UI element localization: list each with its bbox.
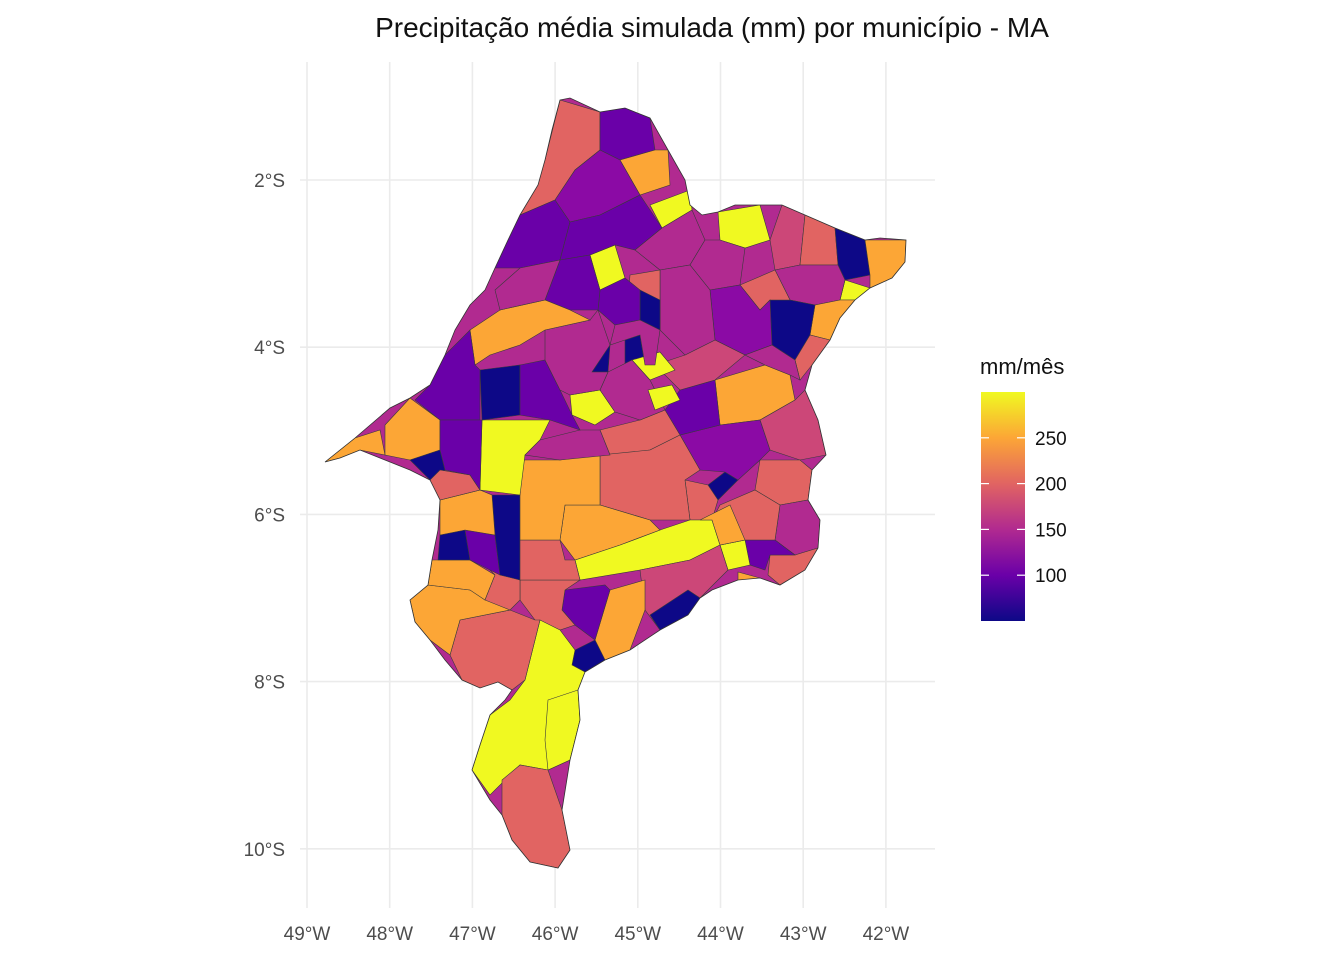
municipality bbox=[544, 689, 581, 771]
legend-tick-label: 250 bbox=[1035, 429, 1067, 450]
municipality bbox=[519, 579, 581, 631]
x-tick-label: 47°W bbox=[449, 924, 496, 945]
x-tick-label: 45°W bbox=[614, 924, 661, 945]
municipality bbox=[599, 359, 666, 421]
municipality bbox=[717, 204, 771, 249]
y-tick-label: 2°S bbox=[254, 171, 285, 192]
x-tick-label: 48°W bbox=[366, 924, 413, 945]
municipality bbox=[439, 419, 483, 491]
municipality bbox=[559, 504, 661, 561]
legend-tick-label: 150 bbox=[1035, 520, 1067, 541]
x-tick-label: 42°W bbox=[863, 924, 910, 945]
legend-colorbar bbox=[981, 392, 1025, 621]
legend-tick-label: 200 bbox=[1035, 475, 1067, 496]
y-tick-label: 4°S bbox=[254, 338, 285, 359]
municipality bbox=[647, 384, 681, 411]
municipality bbox=[679, 419, 771, 481]
municipality bbox=[609, 319, 661, 366]
page-title: Precipitação média simulada (mm) por mun… bbox=[375, 12, 1049, 43]
municipality bbox=[699, 504, 746, 546]
municipality bbox=[494, 259, 561, 311]
municipality bbox=[325, 429, 386, 463]
municipality bbox=[494, 199, 571, 269]
x-axis-tick-labels: 49°W 48°W 47°W 46°W 45°W 44°W 43°W 42°W bbox=[284, 924, 910, 945]
y-tick-label: 6°S bbox=[254, 505, 285, 526]
x-tick-label: 49°W bbox=[284, 924, 331, 945]
municipality bbox=[414, 329, 481, 421]
y-tick-label: 8°S bbox=[254, 673, 285, 694]
x-tick-label: 43°W bbox=[780, 924, 827, 945]
municipality bbox=[544, 309, 611, 396]
legend-title: mm/mês bbox=[980, 354, 1064, 379]
municipality bbox=[799, 214, 839, 266]
x-tick-label: 46°W bbox=[532, 924, 579, 945]
municipality bbox=[479, 364, 521, 421]
municipality bbox=[744, 344, 801, 381]
map-municipalities bbox=[325, 98, 906, 868]
y-axis-tick-labels: 2°S 4°S 6°S 8°S 10°S bbox=[244, 171, 285, 861]
state-outline bbox=[324, 97, 907, 869]
legend-tick-label: 100 bbox=[1035, 566, 1067, 587]
y-tick-label: 10°S bbox=[244, 840, 285, 861]
x-tick-label: 44°W bbox=[697, 924, 744, 945]
legend: mm/mês 250 200 150 100 bbox=[980, 354, 1067, 621]
legend-ticks: 250 200 150 100 bbox=[981, 429, 1067, 587]
